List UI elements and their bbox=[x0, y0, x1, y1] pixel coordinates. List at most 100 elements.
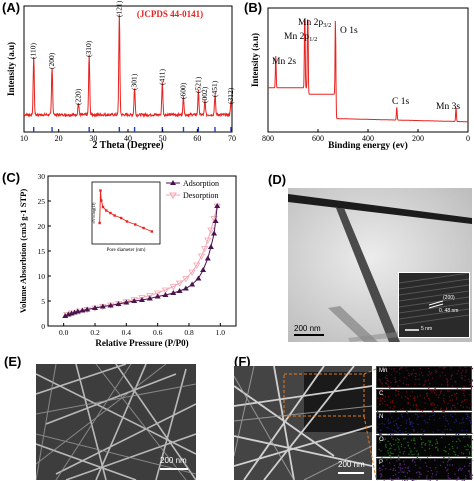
reference-annotation: (JCPDS 44-0141) bbox=[137, 9, 203, 19]
x-tick-label: 0 bbox=[466, 134, 470, 143]
legend-marker-desorption bbox=[169, 192, 177, 199]
y-tick-label: 10 bbox=[38, 272, 46, 281]
peak-label: (411) bbox=[157, 69, 166, 85]
y-axis-label: Volume Absorbtion (cm3 g-1 STP) bbox=[18, 189, 28, 314]
legend-label: Desorption bbox=[183, 191, 219, 200]
adsorption-line bbox=[64, 205, 218, 317]
x-axis-label: 2 Theta (Degree) bbox=[92, 140, 163, 150]
tem-inset: (200) 0. 48 nm 5 nm bbox=[398, 272, 470, 338]
desorption-point bbox=[161, 287, 170, 294]
adsorption-point bbox=[207, 244, 214, 249]
desorption-point bbox=[169, 284, 178, 291]
y-tick-label: 0 bbox=[41, 322, 45, 331]
peak-label: (301) bbox=[130, 73, 139, 90]
adsorption-point bbox=[211, 230, 218, 236]
adsorption-point bbox=[79, 307, 86, 313]
desorption-point bbox=[188, 269, 196, 276]
x-tick-label: 0.0 bbox=[59, 328, 69, 337]
map-label: P bbox=[379, 460, 384, 466]
peak-label: O 1s bbox=[340, 26, 358, 36]
inset-point bbox=[99, 189, 102, 192]
x-tick-label: 50 bbox=[159, 134, 167, 143]
peak-label: (521) bbox=[193, 76, 202, 93]
panel-label: (E) bbox=[4, 354, 22, 369]
panel-a: (A) (110) (200) (220) (310) (121) (301) (411)(… bbox=[0, 0, 240, 150]
adsorption-point bbox=[123, 299, 130, 305]
xps-spectrum-line bbox=[268, 18, 468, 123]
adsorption-point bbox=[92, 305, 98, 310]
y-tick-label: 20 bbox=[38, 222, 46, 231]
scale-bar-label: 200 nm bbox=[160, 456, 187, 465]
x-tick-label: 800 bbox=[262, 134, 274, 143]
x-tick-label: 0.6 bbox=[153, 328, 163, 337]
map-tile-o: O bbox=[376, 435, 473, 458]
inset-point bbox=[120, 216, 123, 220]
adsorption-point bbox=[189, 281, 196, 287]
panel-b: (B) Mn 2s Mn 2p1/2 Mn 2p3/2 O 1s C 1s Mn 3s 80… bbox=[240, 0, 474, 150]
map-label: O bbox=[379, 437, 384, 443]
peak-label: (600) bbox=[178, 82, 187, 99]
adsorption-point bbox=[99, 303, 106, 309]
x-tick-label: 0.4 bbox=[122, 328, 132, 337]
y-tick-label: 30 bbox=[38, 172, 46, 181]
x-tick-label: 0.8 bbox=[184, 328, 194, 337]
desorption-point bbox=[197, 253, 206, 260]
peak-label: (220) bbox=[73, 88, 82, 105]
inset-point bbox=[134, 223, 137, 226]
x-tick-label: 200 bbox=[412, 134, 424, 143]
inset-x-label: Pore diameter (nm) bbox=[107, 248, 146, 253]
y-axis-label: Intensity (a.u) bbox=[250, 33, 260, 87]
x-axis-label: Relative Pressure (P/P0) bbox=[95, 338, 188, 348]
inset-annotation: (200) bbox=[443, 295, 455, 301]
adsorption-point bbox=[214, 203, 221, 208]
scale-bar bbox=[160, 468, 188, 470]
panel-label: (B) bbox=[244, 0, 263, 15]
desorption-point bbox=[138, 295, 146, 302]
panel-label: (C) bbox=[2, 170, 21, 185]
inset-scalebar-label: 5 nm bbox=[421, 326, 433, 332]
x-tick-label: 40 bbox=[124, 134, 132, 143]
scale-bar-label: 200 nm bbox=[338, 460, 365, 469]
y-tick-label: 25 bbox=[38, 197, 46, 206]
inset-y-label: dV/dlog(D) bbox=[91, 202, 96, 223]
peak-label: (121) bbox=[114, 0, 123, 17]
peak-label: C 1s bbox=[392, 97, 409, 107]
adsorption-point bbox=[115, 301, 122, 306]
sem-mapping-image: 200 nm bbox=[234, 366, 372, 480]
peak-label: (451) bbox=[210, 80, 219, 97]
desorption-point bbox=[153, 290, 162, 297]
inset-frame bbox=[91, 181, 161, 245]
scale-bar-label: 200 nm bbox=[294, 324, 321, 333]
desorption-point bbox=[182, 276, 190, 283]
peak-label: (200) bbox=[47, 52, 56, 69]
peak-label: (312) bbox=[226, 87, 235, 104]
adsorption-point bbox=[200, 267, 207, 272]
peak-label: (110) bbox=[29, 43, 38, 59]
inset-point bbox=[101, 205, 105, 209]
inset-point bbox=[142, 226, 145, 230]
x-tick-label: 1.0 bbox=[216, 328, 226, 337]
x-tick-label: 400 bbox=[362, 134, 374, 143]
tem-image: (200) 0. 48 nm 5 nm 200 nm bbox=[288, 188, 472, 342]
desorption-point bbox=[207, 227, 215, 234]
xrd-pattern-line bbox=[23, 14, 233, 118]
desorption-point bbox=[200, 246, 209, 253]
adsorption-point bbox=[84, 306, 91, 312]
y-tick-label: 15 bbox=[38, 247, 46, 256]
peak-label: Mn 2s bbox=[272, 57, 296, 67]
panel-d: (D) bbox=[240, 168, 474, 348]
adsorption-point bbox=[162, 292, 169, 297]
inset-point bbox=[100, 199, 103, 202]
scale-bar bbox=[338, 472, 364, 474]
x-tick-label: 30 bbox=[89, 134, 97, 143]
bet-chart: 0.0 0.2 0.4 0.6 0.8 1.0 0 5 10 15 20 25 30 Adsorption… bbox=[18, 172, 237, 348]
legend-marker-adsorption bbox=[170, 180, 176, 185]
panel-label: (F) bbox=[234, 354, 251, 369]
adsorption-point bbox=[107, 302, 114, 308]
inset-point bbox=[98, 221, 101, 225]
panel-label: (A) bbox=[2, 0, 21, 15]
map-tile-c: C bbox=[376, 389, 472, 412]
adsorption-point bbox=[195, 275, 202, 281]
map-label: C bbox=[379, 391, 384, 397]
y-axis-label: Intensity (a.u) bbox=[6, 42, 16, 96]
